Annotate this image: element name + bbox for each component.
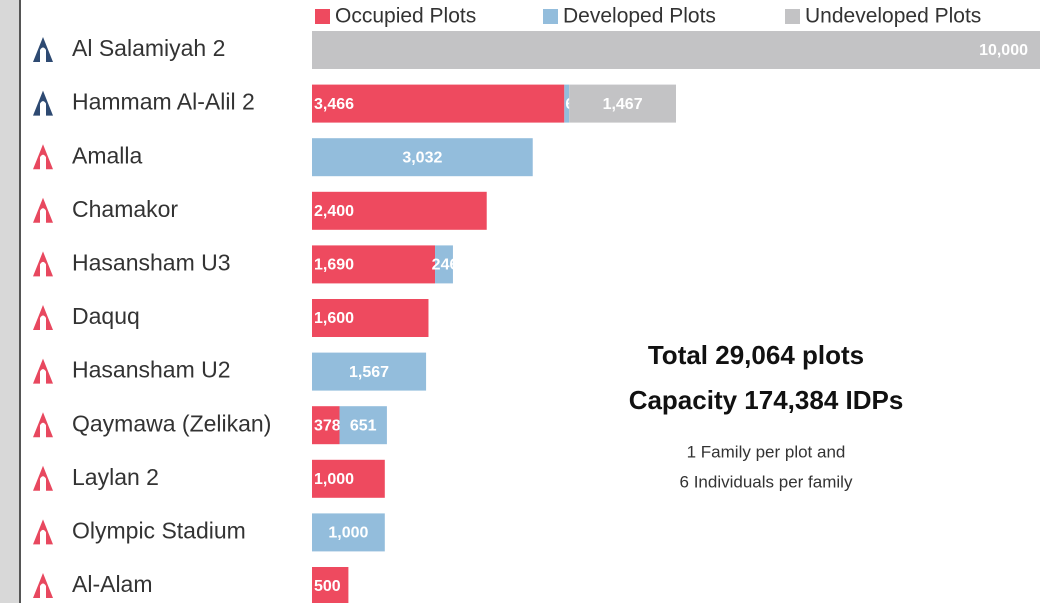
tent-icon xyxy=(33,573,53,598)
tent-icon xyxy=(33,251,53,276)
value-label: 1,000 xyxy=(314,471,354,488)
category-label: Hasansham U2 xyxy=(72,357,231,383)
chart: Total 29,064 plots Capacity 174,384 IDPs… xyxy=(0,0,1043,603)
value-label: 1,567 xyxy=(349,364,389,381)
category-label: Qaymawa (Zelikan) xyxy=(72,410,271,436)
tent-icon xyxy=(33,91,53,116)
note-text: 6 Individuals per family xyxy=(680,472,853,491)
tent-icon xyxy=(33,519,53,544)
value-label: 1,467 xyxy=(603,96,643,113)
bar-segment xyxy=(312,31,1040,69)
value-label: 378 xyxy=(314,417,341,434)
category-label: Al Salamiyah 2 xyxy=(72,35,225,61)
category-label: Hammam Al-Alil 2 xyxy=(72,89,255,115)
tent-icon xyxy=(33,412,53,437)
value-label: 1,690 xyxy=(314,257,354,274)
capacity-text: Capacity 174,384 IDPs xyxy=(629,385,904,415)
value-label: 3,466 xyxy=(314,96,354,113)
value-label: 1,000 xyxy=(328,525,368,542)
value-label: 10,000 xyxy=(979,42,1028,59)
legend-label: Developed Plots xyxy=(563,5,716,28)
legend-swatch xyxy=(543,9,558,24)
legend-swatch xyxy=(785,9,800,24)
category-label: Daquq xyxy=(72,303,140,329)
tent-icon xyxy=(33,144,53,169)
legend-swatch xyxy=(315,9,330,24)
tent-icon xyxy=(33,198,53,223)
value-label: 651 xyxy=(350,417,377,434)
tent-icon xyxy=(33,305,53,330)
tent-icon xyxy=(33,37,53,62)
category-label: Amalla xyxy=(72,142,143,168)
value-label: 1,600 xyxy=(314,310,354,327)
category-label: Laylan 2 xyxy=(72,464,159,490)
category-label: Chamakor xyxy=(72,196,178,222)
tent-icon xyxy=(33,359,53,384)
category-label: Hasansham U3 xyxy=(72,249,231,275)
total-text: Total 29,064 plots xyxy=(648,340,864,370)
value-label: 246 xyxy=(432,257,459,274)
category-label: Al-Alam xyxy=(72,571,153,597)
map-edge xyxy=(0,0,20,603)
value-label: 500 xyxy=(314,578,341,595)
tent-icon xyxy=(33,466,53,491)
value-label: 2,400 xyxy=(314,203,354,220)
legend-label: Occupied Plots xyxy=(335,5,476,28)
note-text: 1 Family per plot and xyxy=(687,442,846,461)
category-label: Olympic Stadium xyxy=(72,517,246,543)
value-label: 3,032 xyxy=(402,149,442,166)
legend-label: Undeveloped Plots xyxy=(805,5,981,28)
